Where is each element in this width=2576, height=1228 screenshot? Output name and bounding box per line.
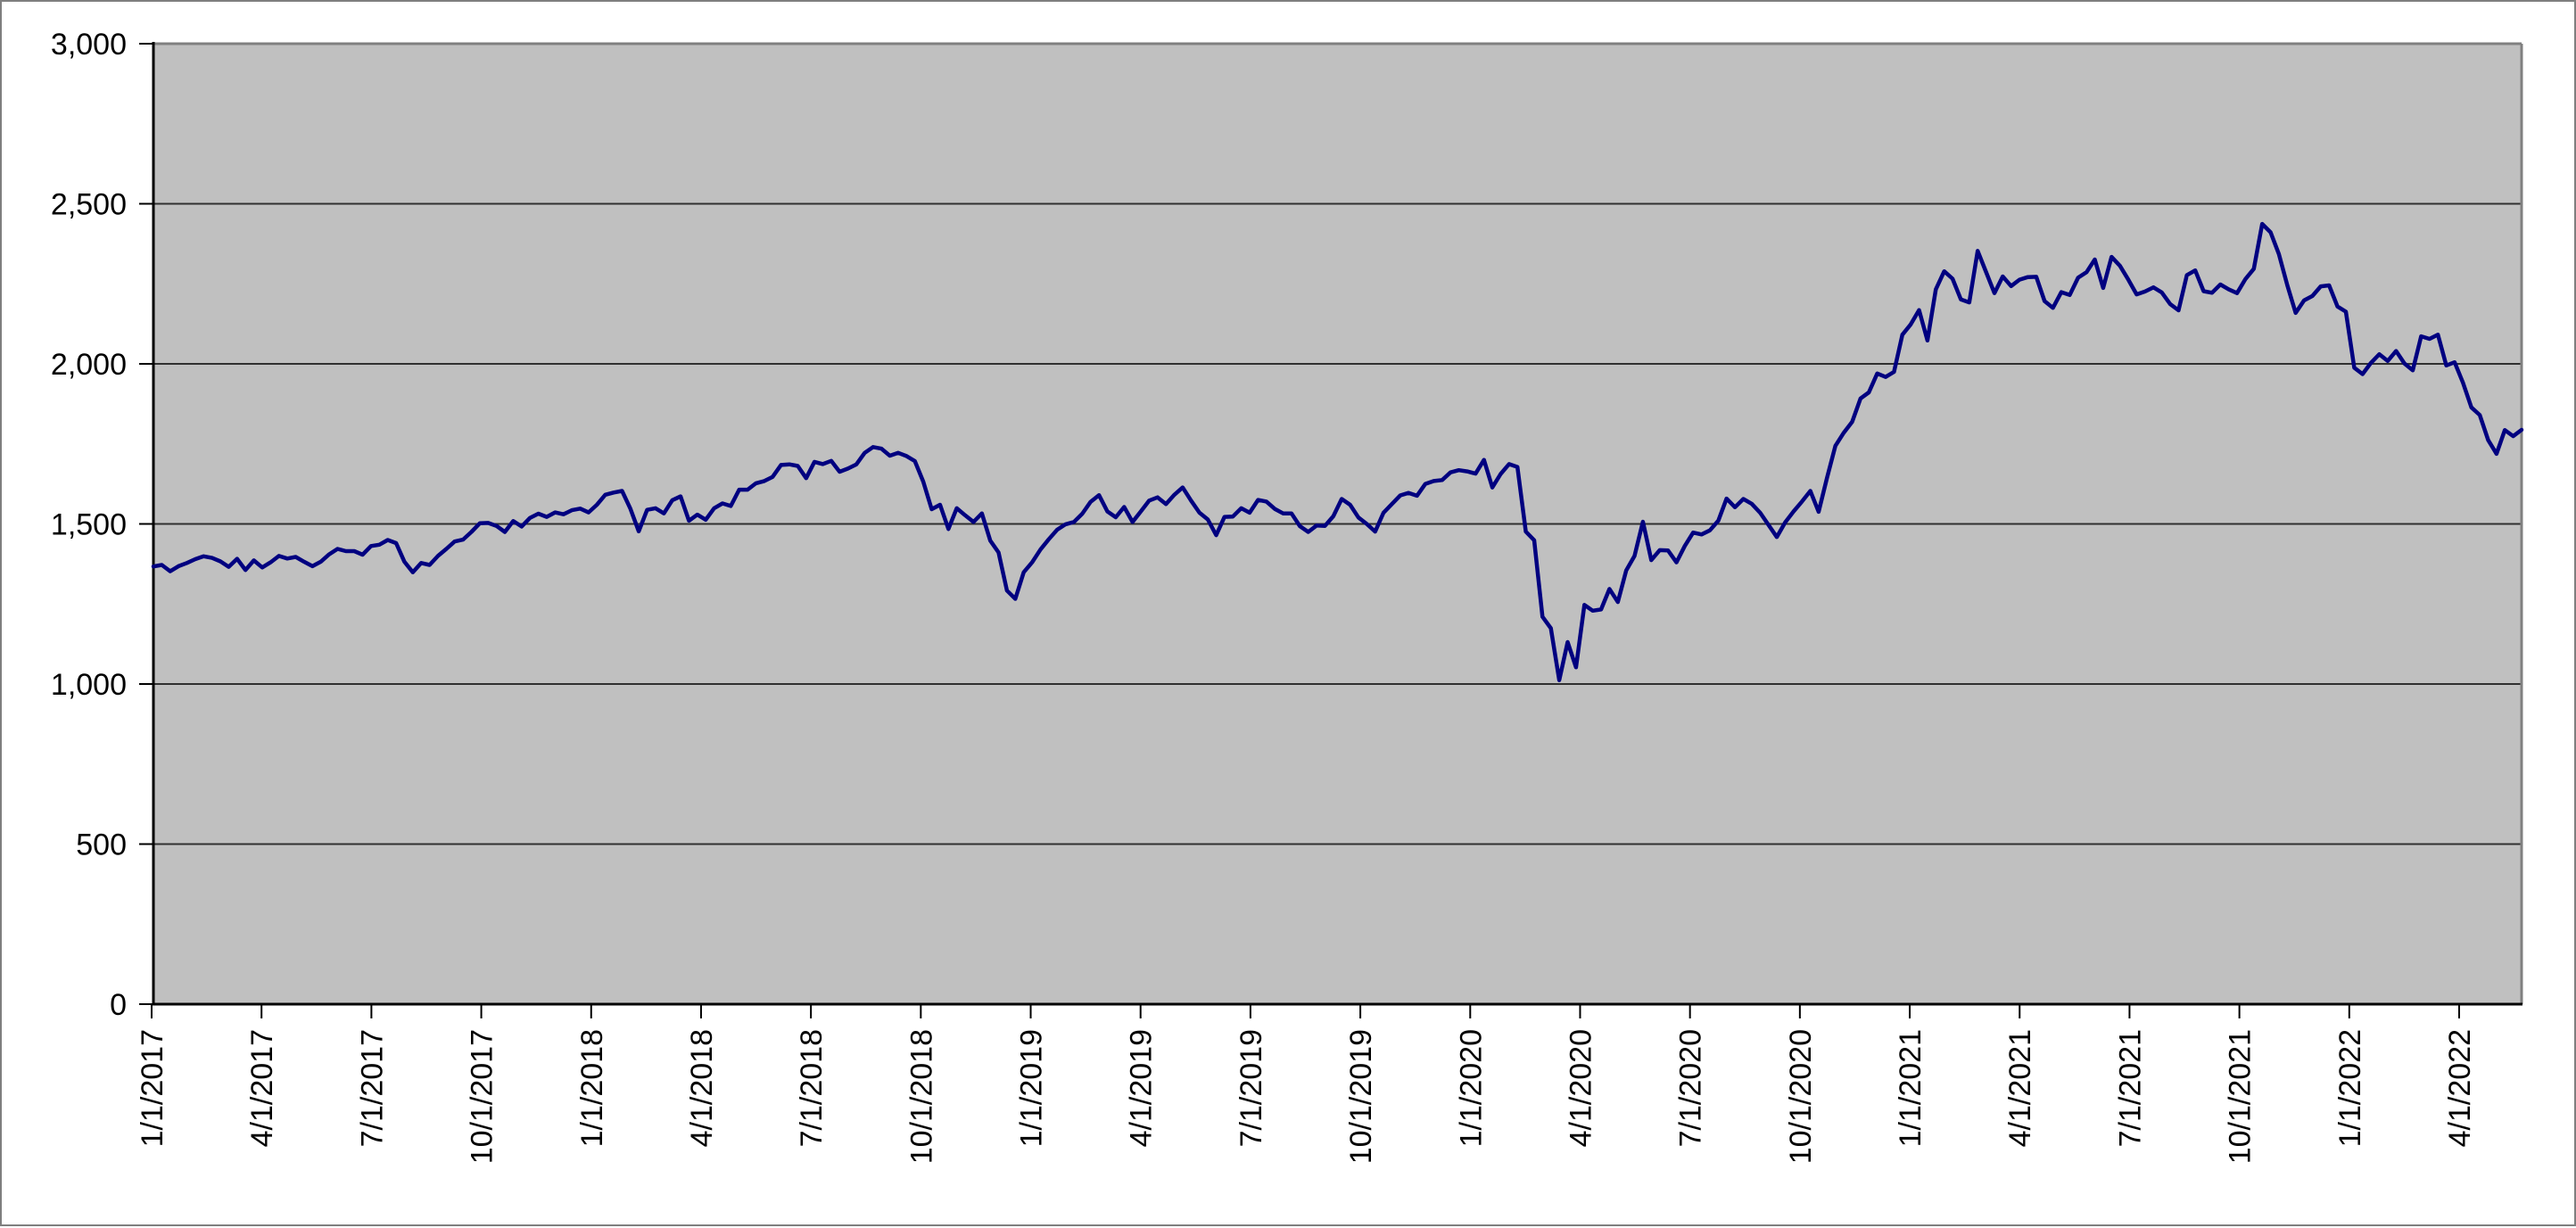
x-axis-label: 1/1/2020 [1454, 1029, 1488, 1147]
y-axis-label: 2,000 [51, 348, 127, 382]
x-axis-label: 7/1/2018 [795, 1029, 829, 1147]
x-axis-label: 1/1/2019 [1015, 1029, 1049, 1147]
x-axis-label: 4/1/2017 [245, 1029, 279, 1147]
x-axis-label: 10/1/2019 [1344, 1029, 1378, 1164]
y-axis-label: 0 [110, 988, 127, 1022]
x-axis-label: 10/1/2017 [466, 1029, 500, 1164]
x-axis-label: 1/1/2021 [1894, 1029, 1928, 1147]
x-axis-label: 4/1/2018 [685, 1029, 719, 1147]
x-axis-label: 1/1/2018 [575, 1029, 609, 1147]
x-axis-label: 7/1/2017 [355, 1029, 389, 1147]
x-axis-label: 10/1/2020 [1784, 1029, 1818, 1164]
x-axis-label: 4/1/2019 [1125, 1029, 1159, 1147]
y-axis-label: 2,500 [51, 188, 127, 222]
series-line [151, 221, 2524, 682]
x-axis-label: 4/1/2022 [2443, 1029, 2477, 1147]
x-axis-label: 4/1/2021 [2003, 1029, 2037, 1147]
x-axis-label: 7/1/2020 [1674, 1029, 1708, 1147]
x-axis-label: 4/1/2020 [1564, 1029, 1598, 1147]
x-axis-label: 7/1/2021 [2113, 1029, 2147, 1147]
x-axis-label: 7/1/2019 [1234, 1029, 1268, 1147]
y-axis-label: 3,000 [51, 28, 127, 62]
x-axis-label: 1/1/2017 [136, 1029, 169, 1147]
y-axis-label: 500 [76, 828, 127, 862]
x-axis-label: 1/1/2022 [2333, 1029, 2367, 1147]
x-axis-label: 10/1/2021 [2224, 1029, 2258, 1164]
y-axis-label: 1,000 [51, 668, 127, 702]
x-axis-label: 10/1/2018 [904, 1029, 938, 1164]
y-axis-label: 1,500 [51, 508, 127, 542]
